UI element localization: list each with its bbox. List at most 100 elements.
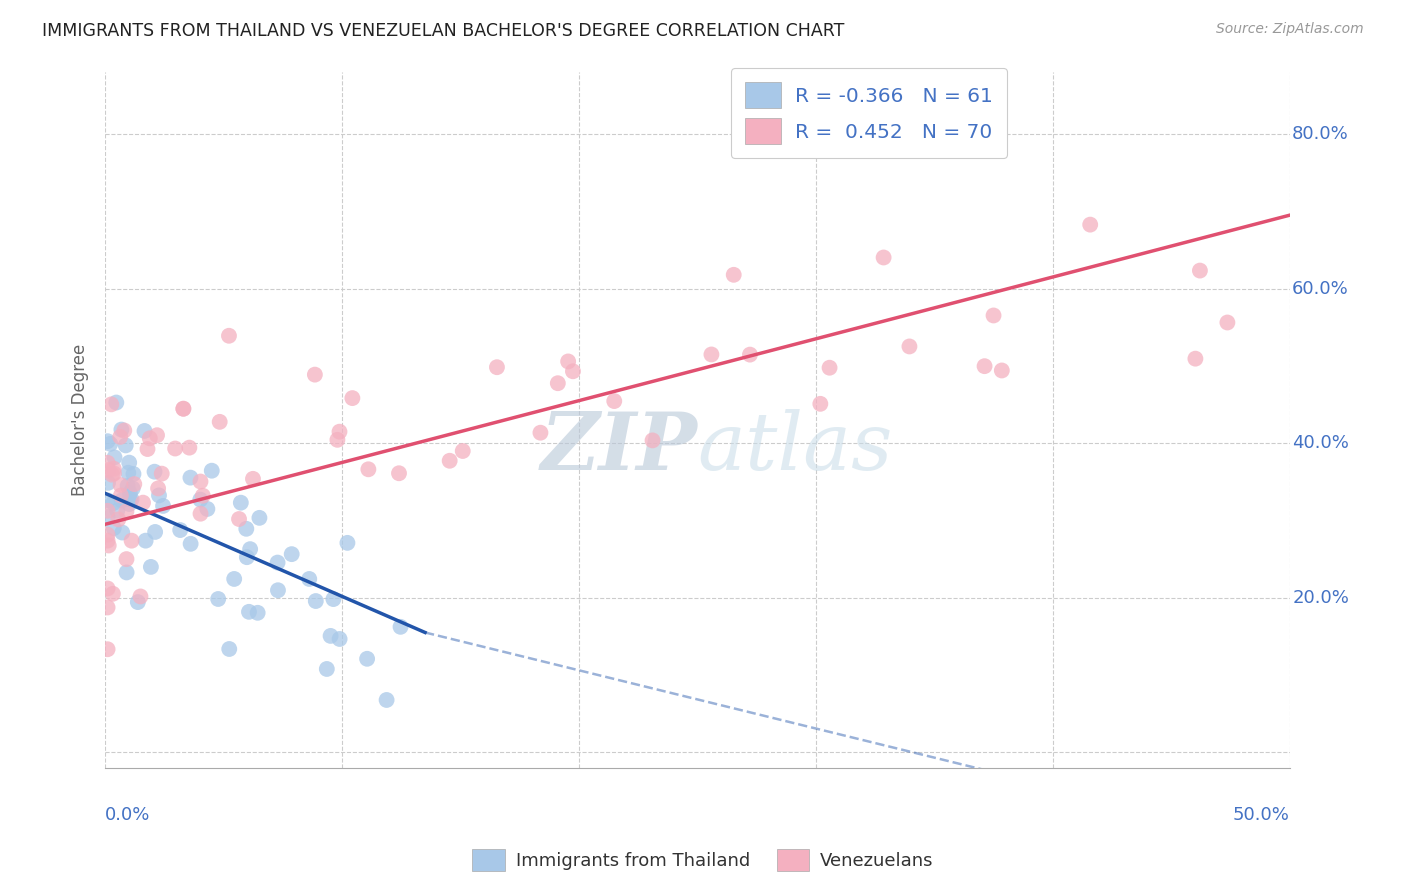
Point — [127, 595, 149, 609]
Point — [105, 395, 128, 409]
Point — [557, 354, 579, 368]
Point — [388, 467, 411, 481]
Point — [110, 423, 132, 437]
Point — [97, 510, 120, 524]
Point — [229, 496, 252, 510]
Legend: R = -0.366   N = 61, R =  0.452   N = 70: R = -0.366 N = 61, R = 0.452 N = 70 — [731, 69, 1007, 159]
Point — [326, 433, 349, 447]
Point — [1216, 316, 1239, 330]
Point — [298, 572, 321, 586]
Point — [190, 475, 212, 489]
Text: 50.0%: 50.0% — [1233, 806, 1289, 824]
Point — [97, 527, 120, 541]
Point — [135, 533, 157, 548]
Point — [97, 434, 120, 449]
Point — [235, 522, 257, 536]
Point — [700, 347, 723, 361]
Point — [357, 462, 380, 476]
Point — [246, 606, 269, 620]
Point — [112, 424, 135, 438]
Point — [103, 496, 125, 510]
Y-axis label: Bachelor's Degree: Bachelor's Degree — [72, 343, 89, 496]
Point — [118, 497, 141, 511]
Point — [723, 268, 745, 282]
Text: ZIP: ZIP — [541, 409, 697, 486]
Point — [329, 632, 352, 646]
Point — [143, 524, 166, 539]
Point — [188, 492, 211, 507]
Point — [115, 504, 138, 518]
Point — [118, 492, 141, 507]
Legend: Immigrants from Thailand, Venezuelans: Immigrants from Thailand, Venezuelans — [465, 842, 941, 879]
Point — [110, 488, 132, 502]
Point — [808, 397, 831, 411]
Point — [114, 438, 136, 452]
Point — [152, 499, 174, 513]
Point — [172, 401, 194, 416]
Point — [242, 472, 264, 486]
Point — [150, 467, 173, 481]
Point — [195, 502, 218, 516]
Point — [529, 425, 551, 440]
Point — [451, 444, 474, 458]
Point — [179, 470, 201, 484]
Point — [172, 401, 194, 416]
Point — [249, 511, 271, 525]
Point — [336, 536, 359, 550]
Point — [136, 442, 159, 456]
Point — [485, 360, 508, 375]
Point — [139, 431, 162, 445]
Point — [201, 464, 224, 478]
Point — [207, 592, 229, 607]
Point — [101, 467, 124, 482]
Point — [115, 552, 138, 566]
Point — [121, 482, 143, 496]
Point — [97, 475, 120, 490]
Point — [389, 620, 412, 634]
Point — [97, 582, 120, 596]
Point — [1184, 351, 1206, 366]
Point — [117, 466, 139, 480]
Point — [239, 542, 262, 557]
Text: atlas: atlas — [697, 409, 893, 486]
Point — [117, 479, 139, 493]
Point — [121, 492, 143, 507]
Point — [603, 394, 626, 409]
Point — [103, 461, 125, 475]
Point — [375, 693, 398, 707]
Point — [124, 477, 146, 491]
Point — [1078, 218, 1101, 232]
Point — [107, 512, 129, 526]
Point — [97, 504, 120, 518]
Point — [190, 507, 212, 521]
Point — [100, 397, 122, 411]
Point — [98, 437, 121, 451]
Point — [118, 486, 141, 500]
Point — [97, 456, 120, 470]
Point — [118, 456, 141, 470]
Text: Source: ZipAtlas.com: Source: ZipAtlas.com — [1216, 22, 1364, 37]
Point — [218, 642, 240, 657]
Point — [146, 428, 169, 442]
Point — [132, 496, 155, 510]
Point — [169, 523, 191, 537]
Point — [898, 339, 921, 353]
Text: 0.0%: 0.0% — [105, 806, 150, 824]
Point — [280, 547, 302, 561]
Point — [1188, 263, 1211, 277]
Point — [105, 504, 128, 518]
Point — [146, 482, 169, 496]
Point — [179, 441, 201, 455]
Point — [983, 309, 1005, 323]
Point — [139, 560, 162, 574]
Point — [97, 539, 120, 553]
Point — [228, 512, 250, 526]
Point — [129, 590, 152, 604]
Point — [97, 493, 120, 508]
Point — [356, 652, 378, 666]
Point — [439, 454, 461, 468]
Point — [991, 363, 1014, 377]
Point — [165, 442, 187, 456]
Point — [305, 594, 328, 608]
Point — [342, 391, 364, 405]
